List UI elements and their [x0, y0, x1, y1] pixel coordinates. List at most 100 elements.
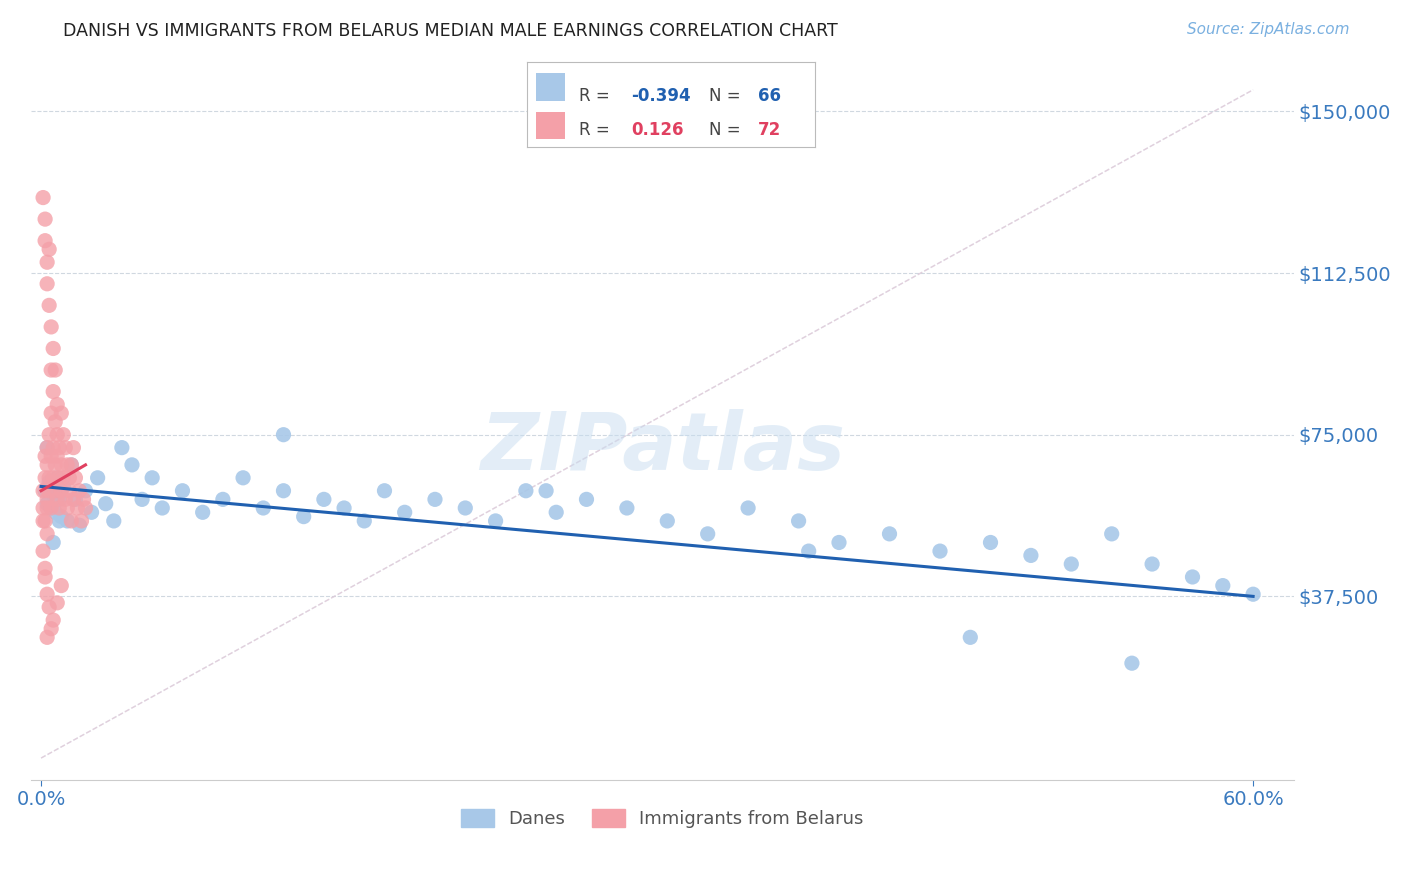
Point	[32, 190, 55, 204]
Point	[34, 561, 56, 575]
Point	[37, 492, 59, 507]
Point	[58, 483, 80, 498]
Text: 66: 66	[758, 87, 780, 105]
Text: ZIPatlas: ZIPatlas	[479, 409, 845, 487]
Point	[616, 500, 638, 515]
Point	[48, 492, 70, 507]
Point	[44, 458, 66, 472]
Point	[32, 500, 55, 515]
Point	[484, 514, 506, 528]
Point	[353, 514, 375, 528]
Point	[212, 492, 235, 507]
Point	[42, 342, 65, 356]
Point	[959, 631, 981, 645]
Point	[1140, 557, 1163, 571]
Point	[46, 427, 69, 442]
Point	[46, 397, 69, 411]
Point	[32, 483, 55, 498]
Text: 72: 72	[758, 121, 782, 139]
Point	[62, 441, 84, 455]
Point	[1060, 557, 1083, 571]
Text: R =: R =	[579, 121, 610, 139]
Point	[37, 587, 59, 601]
Point	[38, 427, 60, 442]
Point	[52, 427, 75, 442]
Point	[37, 500, 59, 515]
Point	[94, 497, 117, 511]
Point	[312, 492, 335, 507]
Point	[232, 471, 254, 485]
Point	[534, 483, 557, 498]
Point	[42, 535, 65, 549]
Point	[56, 458, 79, 472]
Point	[42, 488, 65, 502]
Point	[39, 449, 62, 463]
Point	[32, 514, 55, 528]
Point	[56, 500, 79, 515]
Text: N =: N =	[709, 87, 741, 105]
Point	[39, 500, 62, 515]
Point	[60, 514, 83, 528]
Point	[52, 471, 75, 485]
Point	[394, 505, 416, 519]
Point	[1019, 549, 1042, 563]
Point	[65, 471, 87, 485]
Text: -0.394: -0.394	[631, 87, 690, 105]
Point	[515, 483, 537, 498]
Point	[51, 578, 73, 592]
Text: DANISH VS IMMIGRANTS FROM BELARUS MEDIAN MALE EARNINGS CORRELATION CHART: DANISH VS IMMIGRANTS FROM BELARUS MEDIAN…	[63, 22, 838, 40]
Point	[38, 475, 60, 489]
Point	[60, 458, 83, 472]
Point	[1181, 570, 1204, 584]
Point	[51, 483, 73, 498]
Point	[42, 441, 65, 455]
Point	[273, 483, 295, 498]
Point	[423, 492, 446, 507]
Point	[37, 441, 59, 455]
Point	[34, 212, 56, 227]
Point	[60, 458, 83, 472]
Point	[1241, 587, 1264, 601]
Point	[42, 471, 65, 485]
Point	[51, 509, 73, 524]
Point	[34, 570, 56, 584]
Point	[38, 298, 60, 312]
Point	[69, 518, 91, 533]
Point	[66, 500, 89, 515]
Point	[37, 631, 59, 645]
Point	[111, 441, 134, 455]
Point	[65, 492, 87, 507]
Point	[150, 500, 173, 515]
Point	[34, 514, 56, 528]
Point	[44, 483, 66, 498]
Point	[37, 458, 59, 472]
Point	[75, 500, 97, 515]
Point	[37, 255, 59, 269]
Point	[979, 535, 1001, 549]
Point	[53, 441, 76, 455]
Point	[53, 492, 76, 507]
Point	[879, 526, 901, 541]
Point	[37, 277, 59, 291]
Point	[48, 500, 70, 515]
Point	[38, 471, 60, 485]
Point	[1212, 578, 1234, 592]
Point	[103, 514, 125, 528]
Point	[737, 500, 759, 515]
Point	[38, 483, 60, 498]
FancyBboxPatch shape	[536, 112, 565, 139]
Point	[70, 514, 93, 528]
Point	[86, 471, 108, 485]
Point	[69, 483, 91, 498]
Point	[38, 600, 60, 615]
Point	[62, 492, 84, 507]
Text: N =: N =	[709, 121, 741, 139]
Legend: Danes, Immigrants from Belarus: Danes, Immigrants from Belarus	[454, 802, 870, 836]
Point	[172, 483, 194, 498]
Point	[131, 492, 153, 507]
Point	[48, 441, 70, 455]
Point	[37, 526, 59, 541]
Point	[787, 514, 810, 528]
Text: Source: ZipAtlas.com: Source: ZipAtlas.com	[1187, 22, 1350, 37]
Point	[828, 535, 851, 549]
